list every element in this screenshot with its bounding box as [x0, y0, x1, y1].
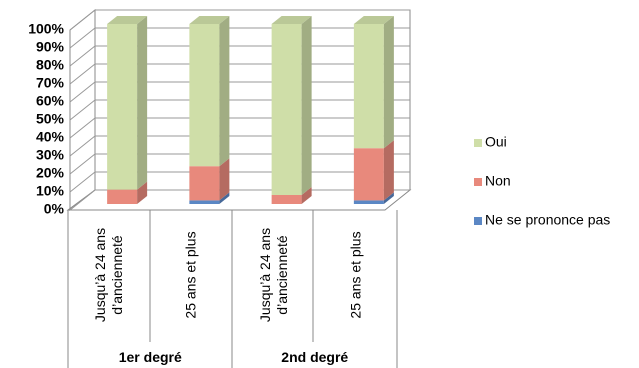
- bar-side: [301, 187, 312, 204]
- grid-line: [69, 9, 410, 31]
- bar-segment: [189, 192, 230, 204]
- bar-top: [189, 16, 230, 24]
- bar-side: [383, 16, 394, 149]
- bar-front: [271, 195, 302, 204]
- legend-swatch: [474, 178, 482, 186]
- y-tick-label: 70%: [36, 75, 65, 91]
- x-tick-label: Jusqu’à 24 ans d’ancienneté: [92, 227, 126, 323]
- bar-segment: [353, 16, 394, 149]
- bar-segment: [107, 16, 148, 190]
- bar-side: [219, 192, 230, 204]
- y-tick-label: 10%: [36, 183, 65, 199]
- bar-front: [189, 166, 220, 201]
- y-tick-label: 50%: [36, 111, 65, 127]
- y-tick-label: 0%: [44, 201, 65, 217]
- bar-front: [107, 189, 138, 204]
- bar-segment: [353, 140, 394, 201]
- bar-top: [353, 16, 394, 24]
- bar-side: [137, 181, 148, 204]
- y-tick-label: 100%: [28, 21, 64, 37]
- legend-label: Ne se prononce pas: [485, 212, 610, 228]
- bar-top: [107, 16, 148, 24]
- bar-front: [353, 24, 384, 149]
- y-tick-label: 80%: [36, 57, 65, 73]
- x-tick-label: Jusqu’à 24 ans d’ancienneté: [256, 227, 290, 323]
- bar-segment: [107, 181, 148, 204]
- y-tick-label: 60%: [36, 93, 65, 109]
- bar-side: [219, 158, 230, 201]
- bar-front: [271, 24, 302, 195]
- y-tick-label: 30%: [36, 147, 65, 163]
- bar-front: [353, 148, 384, 201]
- bar-side: [383, 192, 394, 204]
- legend-label: Oui: [485, 134, 507, 150]
- bar-front: [189, 200, 220, 204]
- bar-side: [383, 140, 394, 201]
- bar-front: [353, 200, 384, 204]
- bar-front: [189, 24, 220, 167]
- bar-side: [137, 16, 148, 190]
- bar-segment: [353, 192, 394, 204]
- legend-label: Non: [485, 173, 511, 189]
- bar-segment: [189, 16, 230, 167]
- legend-swatch: [474, 217, 482, 225]
- group-label: 1er degré: [118, 349, 182, 365]
- group-label: 2nd degré: [281, 349, 349, 365]
- y-tick-label: 90%: [36, 39, 65, 55]
- legend-swatch: [474, 139, 482, 147]
- category-dividers: [67, 210, 398, 368]
- bar-segment: [189, 158, 230, 201]
- y-tick-label: 20%: [36, 165, 65, 181]
- bar-side: [219, 16, 230, 167]
- y-tick-label: 40%: [36, 129, 65, 145]
- bar-side: [301, 16, 312, 195]
- x-tick-label: 25 ans et plus: [347, 231, 364, 319]
- x-tick-label: 25 ans et plus: [182, 231, 199, 319]
- bar-segment: [271, 16, 312, 195]
- bar-top: [271, 16, 312, 24]
- bar-front: [107, 24, 138, 190]
- bar-segment: [271, 187, 312, 204]
